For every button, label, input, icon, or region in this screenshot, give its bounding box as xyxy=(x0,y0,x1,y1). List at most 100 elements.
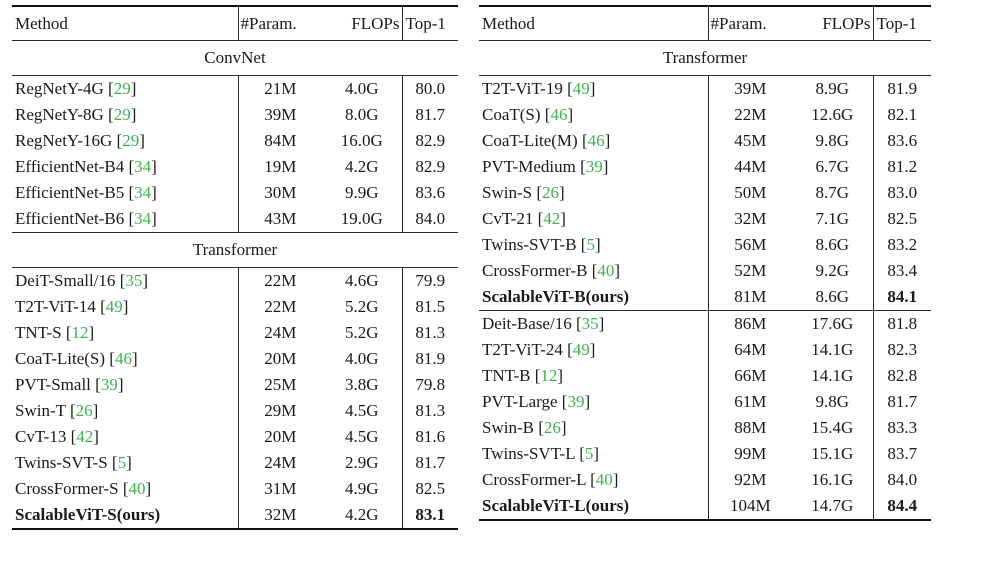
param-cell: 31M xyxy=(237,476,322,502)
flops-cell: 3.8G xyxy=(344,375,379,394)
flops-cell: 8.7G xyxy=(815,183,850,202)
citation-link[interactable]: [49] xyxy=(95,297,129,316)
flops-cell: 9.2G xyxy=(815,261,850,280)
top1-cell: 82.5 xyxy=(401,476,458,502)
citation-link[interactable]: [49] xyxy=(562,340,596,359)
method-name: Twins-SVT-B xyxy=(482,235,577,254)
method-name: ScalableViT-S(ours) xyxy=(15,505,161,524)
results-table-left: Method #Param. FLOPs Top-1 ConvNet RegNet… xyxy=(12,5,458,530)
method-cell: ScalableViT-L(ours) xyxy=(479,493,708,520)
citation-link[interactable]: [42] xyxy=(533,209,566,228)
section-header-convnet: ConvNet xyxy=(12,40,458,76)
citation-link[interactable]: [26] xyxy=(533,418,567,437)
citation-link[interactable]: [5] xyxy=(576,235,601,254)
method-cell: CrossFormer-B [40] xyxy=(479,258,708,284)
citation-link[interactable]: [40] xyxy=(587,261,621,280)
citation-link[interactable]: [34] xyxy=(124,183,157,202)
citation-link[interactable]: [5] xyxy=(107,453,132,472)
citation-number: 42 xyxy=(76,427,94,446)
method-cell: EfficientNet-B6 [34] xyxy=(12,206,238,233)
table-row: CoaT-Lite(M) [46] 45M 9.8G 83.6 xyxy=(479,128,931,154)
citation-link[interactable]: [26] xyxy=(65,401,99,420)
citation-link[interactable]: [46] xyxy=(577,131,611,150)
citation-link[interactable]: [46] xyxy=(105,349,138,368)
method-name: Swin-S xyxy=(482,183,533,202)
citation-link[interactable]: [29] xyxy=(112,131,145,150)
citation-number: 39 xyxy=(567,392,585,411)
method-name: PVT-Small xyxy=(15,375,91,394)
method-cell: T2T-ViT-19 [49] xyxy=(479,76,708,103)
method-cell: TNT-S [12] xyxy=(12,320,238,346)
method-cell: ScalableViT-B(ours) xyxy=(479,284,708,311)
top1-cell: 82.8 xyxy=(872,363,931,389)
param-cell: 24M xyxy=(237,320,322,346)
flops-cell: 4.6G xyxy=(344,271,379,290)
flops-cell: 8.6G xyxy=(815,287,850,306)
flops-cell: 16.0G xyxy=(340,131,383,150)
param-cell: 104M xyxy=(707,493,792,520)
flops-cell: 4.0G xyxy=(344,79,379,98)
citation-number: 35 xyxy=(125,271,143,290)
top1-cell: 79.8 xyxy=(401,372,458,398)
flops-cell: 16.1G xyxy=(811,470,854,489)
method-cell: CvT-21 [42] xyxy=(479,206,708,232)
top1-cell: 81.7 xyxy=(872,389,931,415)
flops-cell: 14.1G xyxy=(811,366,854,385)
citation-link[interactable]: [29] xyxy=(103,105,137,124)
citation-number: 29 xyxy=(113,105,131,124)
citation-link[interactable]: [26] xyxy=(532,183,565,202)
citation-link[interactable]: [35] xyxy=(571,314,605,333)
method-name: EfficientNet-B6 xyxy=(15,209,125,228)
citation-number: 46 xyxy=(587,131,605,150)
param-cell: 64M xyxy=(707,337,792,363)
citation-link[interactable]: [34] xyxy=(124,209,157,228)
top1-cell: 81.8 xyxy=(872,310,931,337)
method-name: PVT-Medium xyxy=(482,157,576,176)
flops-cell: 17.6G xyxy=(792,310,873,337)
method-cell: DeiT-Small/16 [35] xyxy=(12,268,238,295)
param-cell: 39M xyxy=(237,102,322,128)
citation-link[interactable]: [40] xyxy=(118,479,152,498)
citation-number: 34 xyxy=(134,183,152,202)
param-cell: 52M xyxy=(707,258,792,284)
param-cell: 88M xyxy=(707,415,792,441)
param-cell: 45M xyxy=(707,128,792,154)
method-cell: T2T-ViT-14 [49] xyxy=(12,294,238,320)
citation-link[interactable]: [49] xyxy=(562,79,596,98)
citation-link[interactable]: [5] xyxy=(574,444,600,463)
citation-link[interactable]: [39] xyxy=(575,157,609,176)
param-cell: 50M xyxy=(707,180,792,206)
table-body: ConvNet RegNetY-4G [29] 21M 4.0G 80.0 RegNetY… xyxy=(12,40,458,529)
citation-link[interactable]: [39] xyxy=(557,392,591,411)
method-cell: CrossFormer-L [40] xyxy=(479,467,708,493)
table-row: ScalableViT-B(ours) 81M 8.6G 84.1 xyxy=(479,284,931,311)
citation-link[interactable]: [46] xyxy=(540,105,574,124)
top1-cell: 83.2 xyxy=(872,232,931,258)
flops-cell: 15.4G xyxy=(811,418,854,437)
citation-link[interactable]: [42] xyxy=(66,427,99,446)
method-cell: RegNetY-16G [29] xyxy=(12,128,238,154)
flops-cell: 4.5G xyxy=(344,427,379,446)
citation-number: 40 xyxy=(128,479,146,498)
top1-cell: 82.9 xyxy=(401,128,458,154)
citation-link[interactable]: [35] xyxy=(115,271,149,290)
citation-link[interactable]: [34] xyxy=(124,157,157,176)
top1-cell: 81.9 xyxy=(401,346,458,372)
method-name: TNT-S xyxy=(15,323,62,342)
citation-number: 46 xyxy=(114,349,132,368)
citation-link[interactable]: [12] xyxy=(61,323,95,342)
method-name: ScalableViT-L(ours) xyxy=(482,496,630,515)
citation-link[interactable]: [29] xyxy=(103,79,137,98)
method-name: EfficientNet-B4 xyxy=(15,157,125,176)
param-cell: 25M xyxy=(237,372,322,398)
col-header-flops: FLOPs xyxy=(792,6,873,41)
citation-link[interactable]: [40] xyxy=(585,470,619,489)
citation-link[interactable]: [39] xyxy=(90,375,124,394)
method-name: Twins-SVT-L xyxy=(482,444,575,463)
method-cell: PVT-Large [39] xyxy=(479,389,708,415)
top1-cell: 82.3 xyxy=(872,337,931,363)
citation-number: 40 xyxy=(597,261,615,280)
citation-link[interactable]: [12] xyxy=(530,366,564,385)
table-row: RegNetY-8G [29] 39M 8.0G 81.7 xyxy=(12,102,458,128)
col-header-method: Method xyxy=(12,6,238,41)
